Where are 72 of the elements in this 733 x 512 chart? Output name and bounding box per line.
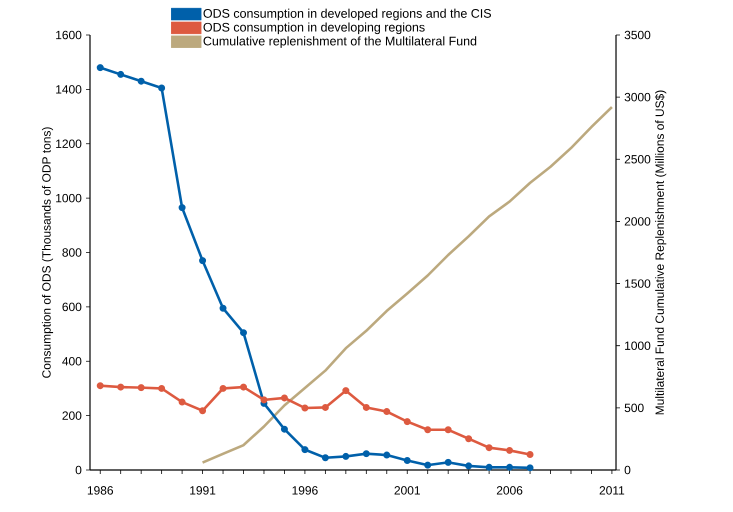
point <box>362 404 370 411</box>
y-tick-label: 200 <box>62 411 82 420</box>
y2-tick-label: 3500 <box>624 30 650 40</box>
point <box>404 418 411 426</box>
y2-axis-title: Multilateral Fund Cumulative Replenishment (Millions of US$) <box>654 90 666 414</box>
point <box>506 446 514 454</box>
legend-label: Cumulative replenishment of the Multilateral Fund <box>204 36 476 48</box>
point <box>342 387 350 394</box>
legend-label: ODS consumption in developed regions and the CIS <box>204 8 491 20</box>
y-tick-label: 1000 <box>56 194 82 202</box>
point <box>424 462 432 469</box>
point <box>240 329 247 336</box>
point <box>486 464 493 471</box>
x-tick-label: 2006 <box>496 486 522 495</box>
x-tick-label: 1986 <box>88 486 113 495</box>
point <box>342 452 350 460</box>
point <box>280 426 288 433</box>
point <box>424 426 432 434</box>
point <box>362 450 370 458</box>
point <box>486 444 493 452</box>
point <box>301 446 308 454</box>
point <box>158 384 166 392</box>
point <box>240 384 247 391</box>
point <box>526 464 534 472</box>
x-tick-label: 2001 <box>394 486 420 495</box>
legend-label: ODS consumption in developing regions <box>204 22 425 34</box>
y-tick-label: 1200 <box>56 140 82 148</box>
point <box>444 426 452 434</box>
y2-tick-label: 2500 <box>624 155 650 164</box>
point <box>178 204 186 212</box>
point <box>322 404 329 411</box>
point <box>117 384 124 391</box>
point <box>199 257 206 264</box>
y2-tick-label: 3000 <box>624 92 650 102</box>
y-axis-title: Consumption of ODS (Thousands of ODP tons) <box>42 127 54 378</box>
y2-tick-label: 2000 <box>624 217 650 226</box>
point <box>199 407 206 414</box>
point <box>322 454 329 462</box>
y2-tick-label: 0 <box>624 466 630 474</box>
x-tick-label: 2011 <box>600 486 624 495</box>
y2-tick-label: 1500 <box>625 279 650 288</box>
y-tick-label: 400 <box>62 357 82 366</box>
y-tick-label: 0 <box>76 466 82 474</box>
y-tick-label: 1600 <box>56 30 82 40</box>
point <box>178 398 186 406</box>
point <box>383 452 390 459</box>
point <box>260 396 268 404</box>
y-tick-label: 1400 <box>56 85 82 94</box>
x-tick-label: 1996 <box>292 486 318 495</box>
point <box>301 404 308 412</box>
point <box>96 382 104 390</box>
point <box>465 435 472 442</box>
y2-tick-label: 1000 <box>625 341 650 350</box>
point <box>506 464 514 471</box>
y-tick-label: 800 <box>62 248 82 257</box>
point <box>526 451 534 458</box>
point <box>220 384 227 392</box>
point <box>158 84 166 92</box>
point <box>138 78 145 85</box>
point <box>280 394 288 402</box>
point <box>117 70 124 78</box>
point <box>404 457 411 464</box>
point <box>220 304 227 312</box>
point <box>138 384 145 392</box>
x-tick-label: 1991 <box>190 486 216 495</box>
point <box>465 462 472 470</box>
y2-tick-label: 500 <box>624 404 644 412</box>
point <box>96 64 104 72</box>
y-tick-label: 600 <box>62 302 82 312</box>
line-series <box>201 106 614 464</box>
point <box>383 408 390 416</box>
point <box>444 458 452 466</box>
